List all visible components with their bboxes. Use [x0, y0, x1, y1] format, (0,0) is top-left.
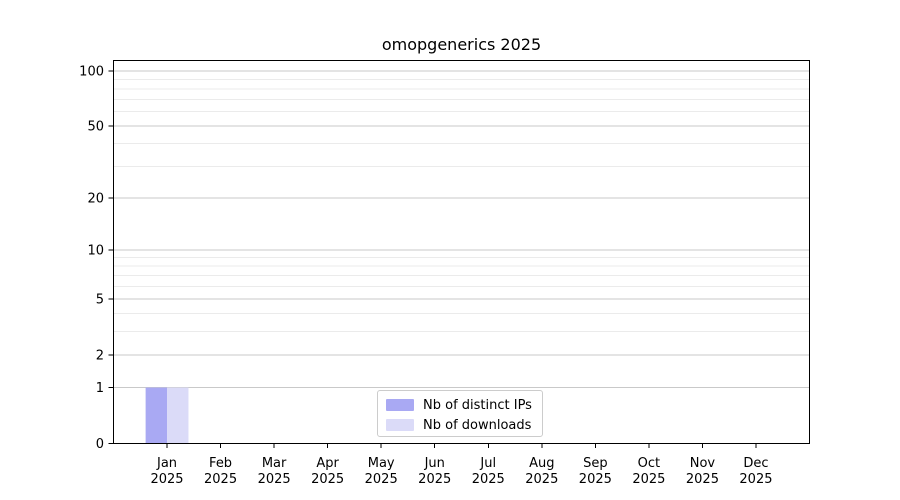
x-tick-label-year-dec: 2025 — [739, 472, 772, 487]
x-tick-label-month-sep: Sep — [583, 456, 608, 471]
x-tick-label-month-aug: Aug — [529, 456, 554, 471]
x-tick-label-month-mar: Mar — [262, 456, 287, 471]
x-tick-label-month-jan: Jan — [156, 456, 177, 471]
y-tick-label-1: 1 — [96, 381, 104, 396]
y-tick-label-10: 10 — [87, 243, 104, 258]
x-tick-label-year-apr: 2025 — [311, 472, 344, 487]
y-tick-label-0: 0 — [96, 437, 104, 452]
chart-title: omopgenerics 2025 — [381, 35, 542, 54]
y-tick-label-100: 100 — [79, 64, 104, 79]
x-tick-label-month-jul: Jul — [479, 456, 496, 471]
x-tick-label-year-mar: 2025 — [258, 472, 291, 487]
bar-downloads-jan — [167, 387, 189, 444]
x-tick-label-month-apr: Apr — [316, 456, 339, 471]
x-tick-label-year-jan: 2025 — [150, 472, 183, 487]
plot-area — [113, 60, 810, 444]
x-tick-label-month-oct: Oct — [638, 456, 660, 471]
y-tick-label-2: 2 — [96, 348, 104, 363]
bar-distinct-ips-jan — [145, 387, 168, 444]
y-tick-label-50: 50 — [87, 120, 104, 135]
x-tick-label-year-jun: 2025 — [418, 472, 451, 487]
x-tick-label-year-jul: 2025 — [472, 472, 505, 487]
legend: Nb of distinct IPs Nb of downloads — [377, 390, 543, 437]
legend-swatch-distinct-ips — [386, 399, 414, 411]
y-tick-label-20: 20 — [87, 191, 104, 206]
x-tick-label-year-feb: 2025 — [204, 472, 237, 487]
x-tick-label-year-aug: 2025 — [525, 472, 558, 487]
x-tick-label-year-sep: 2025 — [579, 472, 612, 487]
x-tick-label-month-dec: Dec — [743, 456, 768, 471]
x-tick-label-month-feb: Feb — [209, 456, 232, 471]
legend-label-distinct-ips: Nb of distinct IPs — [423, 397, 532, 413]
legend-label-downloads: Nb of downloads — [423, 417, 532, 433]
x-tick-label-year-nov: 2025 — [686, 472, 719, 487]
legend-item-distinct-ips: Nb of distinct IPs — [386, 395, 534, 415]
legend-item-downloads: Nb of downloads — [386, 415, 534, 435]
x-tick-label-year-oct: 2025 — [632, 472, 665, 487]
legend-swatch-downloads — [386, 419, 414, 431]
x-tick-label-month-jun: Jun — [424, 456, 445, 471]
x-tick-label-month-may: May — [368, 456, 395, 471]
x-tick-label-month-nov: Nov — [690, 456, 716, 471]
y-tick-label-5: 5 — [96, 292, 104, 307]
x-tick-label-year-may: 2025 — [365, 472, 398, 487]
